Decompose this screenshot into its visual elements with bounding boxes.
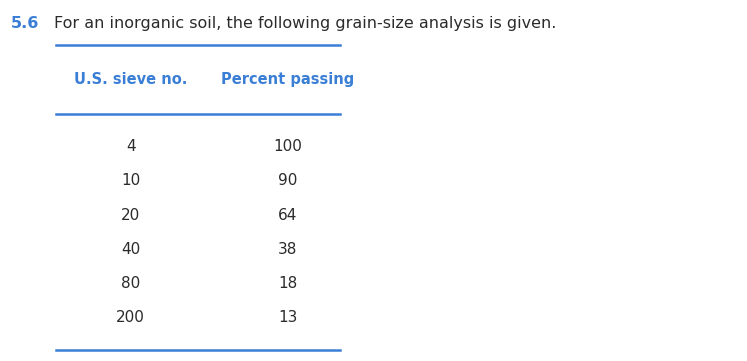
Text: For an inorganic soil, the following grain-size analysis is given.: For an inorganic soil, the following gra… [54, 16, 557, 31]
Text: 80: 80 [121, 276, 140, 291]
Text: 10: 10 [121, 173, 140, 188]
Text: 64: 64 [278, 208, 297, 223]
Text: 5.6: 5.6 [11, 16, 40, 31]
Text: 40: 40 [121, 242, 140, 257]
Text: 20: 20 [121, 208, 140, 223]
Text: 100: 100 [273, 139, 302, 154]
Text: Percent passing: Percent passing [221, 72, 354, 87]
Text: 38: 38 [278, 242, 297, 257]
Text: 13: 13 [278, 310, 297, 326]
Text: 4: 4 [126, 139, 135, 154]
Text: U.S. sieve no.: U.S. sieve no. [74, 72, 187, 87]
Text: 200: 200 [117, 310, 145, 326]
Text: 90: 90 [278, 173, 297, 188]
Text: 18: 18 [278, 276, 297, 291]
